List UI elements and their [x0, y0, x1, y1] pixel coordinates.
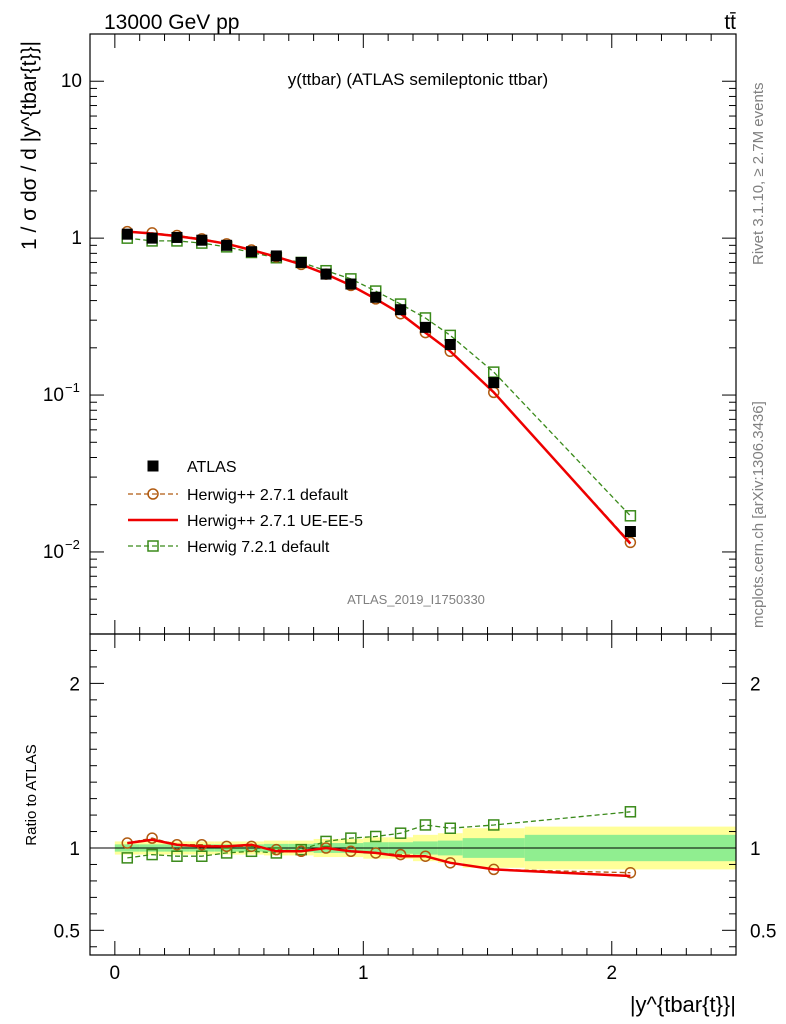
ratio-xtick-label: 0 — [110, 963, 121, 984]
ratio-data-point — [245, 845, 258, 858]
main-data-point — [488, 377, 500, 389]
ratio-data-point — [624, 806, 637, 818]
ratio-data-point — [146, 848, 158, 861]
ratio-xtick-label: 1 — [358, 963, 369, 984]
ratio-data-point — [345, 832, 357, 844]
main-data-point — [345, 278, 357, 290]
ratio-data-point — [270, 847, 283, 859]
main-data-point — [196, 234, 208, 246]
main-data-point — [270, 250, 282, 262]
ratio-ytick-label: 1 — [69, 839, 80, 860]
ratio-data-point — [369, 830, 382, 843]
ratio-ytick-label-right: 2 — [750, 674, 761, 695]
ratio-ytick-label-right: 1 — [750, 839, 761, 860]
ratio-data-point — [196, 850, 208, 862]
ratio-data-point — [419, 819, 432, 831]
main-data-point — [624, 510, 637, 522]
ratio-data-point — [488, 819, 500, 831]
mcplots-label: mcplots.cern.ch [arXiv:1306.3436] — [750, 401, 767, 628]
main-data-point — [320, 268, 332, 280]
main-series-layer — [121, 225, 637, 549]
main-data-point — [171, 231, 183, 243]
legend: ATLAS Herwig++ 2.7.1 default Herwig++ 2.7.… — [128, 459, 363, 556]
ratio-ytick-label: 2 — [69, 674, 80, 695]
ratio-data-point — [146, 832, 158, 844]
main-data-point — [395, 304, 407, 316]
main-data-point — [146, 232, 158, 244]
main-series-line — [127, 230, 632, 545]
main-data-point — [370, 291, 382, 303]
main-ytick-label: 10 — [43, 385, 64, 406]
legend-marker — [147, 540, 159, 552]
ratio-series-layer — [121, 806, 637, 879]
rivet-label: Rivet 3.1.10, ≥ 2.7M events — [750, 83, 767, 266]
ratio-ytick-label: 0.5 — [54, 921, 80, 942]
plot-title: y(ttbar) (ATLAS semileptonic ttbar) — [288, 70, 548, 89]
ratio-ytick-label-right: 0.5 — [750, 921, 776, 942]
legend-label: ATLAS — [187, 459, 237, 476]
legend-label: Herwig++ 2.7.1 UE-EE-5 — [187, 513, 363, 530]
ratio-data-point — [624, 866, 637, 879]
ratio-series-line — [127, 811, 631, 859]
main-data-point — [419, 321, 431, 333]
ratio-series-line — [127, 838, 631, 878]
main-ytick-label: 10 — [61, 71, 82, 92]
main-data-point — [444, 338, 456, 350]
ratio-data-point — [220, 847, 233, 859]
ratio-data-point — [196, 838, 208, 851]
main-data-point — [121, 228, 133, 240]
legend-marker — [147, 460, 159, 472]
main-data-point — [221, 239, 233, 251]
ratio-data-point — [394, 827, 407, 839]
axis-ticks — [89, 33, 737, 955]
main-data-point — [295, 256, 307, 268]
main-ytick-exponent: −2 — [65, 537, 80, 552]
main-data-point — [624, 536, 637, 549]
legend-label: Herwig 7.2.1 default — [187, 539, 330, 556]
ratio-panel-frame — [89, 633, 737, 956]
main-data-point — [624, 526, 636, 538]
header-left: 13000 GeV pp — [104, 11, 239, 34]
main-ytick-label: 10 — [43, 542, 64, 563]
ratio-data-point — [121, 852, 134, 864]
ratio-ylabel: Ratio to ATLAS — [23, 744, 40, 845]
ratio-xlabel: |y^{tbar{t}}| — [630, 992, 736, 1017]
main-data-point — [246, 246, 257, 258]
analysis-watermark: ATLAS_2019_I1750330 — [347, 592, 485, 607]
main-ytick-exponent: −1 — [65, 380, 80, 395]
legend-marker — [147, 488, 159, 500]
ratio-data-point — [171, 850, 183, 862]
legend-label: Herwig++ 2.7.1 default — [187, 487, 349, 504]
ratio-data-point — [320, 835, 332, 848]
ratio-uncertainty-bands — [90, 826, 736, 870]
main-ylabel: 1 / σ dσ / d |y^{tbar{t}}| — [18, 41, 41, 250]
main-ytick-label: 1 — [71, 228, 82, 249]
main-data-point — [488, 366, 500, 378]
header-right: tt̄ — [724, 11, 736, 34]
ratio-data-point — [444, 822, 457, 834]
ratio-xtick-label: 2 — [606, 963, 617, 984]
